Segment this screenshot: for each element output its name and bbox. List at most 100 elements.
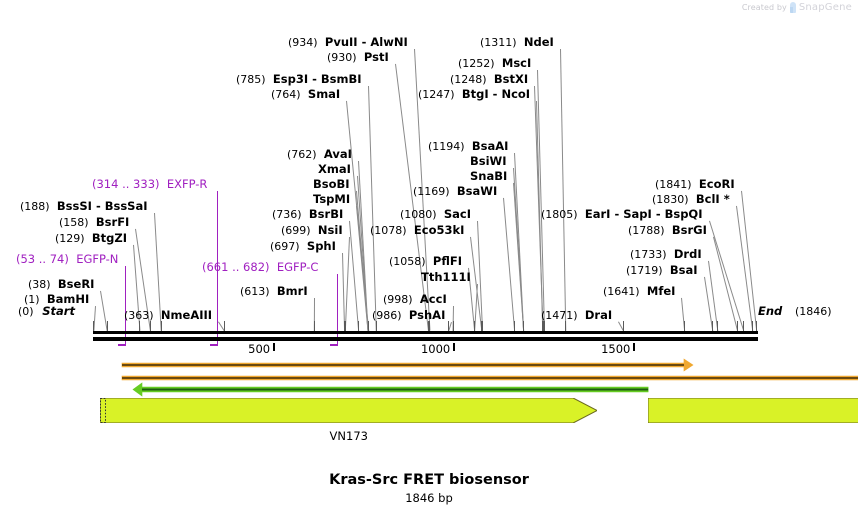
feature-orange-cds-2[interactable] (121, 375, 858, 381)
enzyme-name: DrdI (673, 247, 702, 261)
enzyme-position: (1058) (389, 255, 426, 268)
exfp-r-line (217, 191, 219, 345)
backbone-site-tick-bclistar (752, 321, 754, 331)
feature-ypet[interactable] (647, 398, 858, 423)
start-marker: (0) Start (18, 305, 75, 318)
feature-arrow-shape (647, 398, 858, 423)
backbone-site-tick-bseri (106, 321, 108, 331)
enzyme-name: BsrBI (308, 207, 344, 221)
enzyme-name: SacI (443, 207, 472, 221)
enzyme-label-pvuii-alwni: (934) PvuII - AlwNI (288, 36, 408, 49)
enzyme-position: (1194) (428, 140, 465, 153)
enzyme-label-psti: (930) PstI (327, 51, 389, 64)
feature-vn173[interactable] (100, 398, 598, 423)
enzyme-name: AccI (419, 292, 447, 306)
exfp-r-foot (210, 344, 218, 346)
enzyme-label-saci: (1080) SacI (400, 208, 471, 221)
enzyme-label-avai: (762) AvaI (287, 148, 352, 161)
egfp-n-line (125, 266, 127, 345)
backbone-site-tick-pshai (448, 321, 450, 331)
enzyme-name: NdeI (523, 35, 554, 49)
enzyme-name: BtgZI (91, 231, 128, 245)
enzyme-label-ecori: (1841) EcoRI (655, 178, 735, 191)
enzyme-label-bstxi: (1248) BstXI (450, 73, 528, 86)
enzyme-name: BclI * (695, 192, 730, 206)
enzyme-name-separator: - (357, 35, 371, 49)
enzyme-name: BseRI (57, 277, 95, 291)
enzyme-name: BsiWI (470, 154, 507, 168)
backbone-site-tick-sphi (344, 321, 346, 331)
backbone-site-tick-bsrgi (737, 321, 739, 331)
enzyme-name: BsrGI (671, 223, 707, 237)
enzyme-name: XmaI (318, 162, 351, 176)
page-title: Kras-Src FRET biosensor (329, 472, 529, 488)
ruler-tick-1000 (453, 343, 456, 351)
enzyme-label-eari-sapi-bspqi: (1805) EarI - SapI - BspQI (541, 208, 703, 221)
enzyme-name: SnaBI (470, 169, 508, 183)
backbone-site-tick-bamhi (93, 321, 95, 331)
feature-range: (314 .. 333) (92, 177, 160, 191)
enzyme-label-ndei: (1311) NdeI (480, 36, 554, 49)
backbone-site-tick-tth111i (474, 321, 476, 331)
enzyme-label-bamhi: (1) BamHI (24, 293, 89, 306)
backbone-site-tick-drai (622, 321, 624, 331)
enzyme-name: BsrFI (95, 215, 130, 229)
backbone-site-tick-snabi (523, 321, 525, 331)
enzyme-name: Esp3I (272, 72, 309, 86)
feature-orange-cds-1[interactable] (121, 358, 694, 372)
end-position: (1846) (794, 305, 832, 318)
backbone-site-tick-msci (544, 321, 546, 331)
enzyme-name: BstXI (493, 72, 529, 86)
backbone-site-tick-nmeaiii (223, 321, 225, 331)
enzyme-position: (699) (281, 224, 311, 237)
enzyme-position: (697) (270, 240, 300, 253)
enzyme-label-acci: (998) AccI (383, 293, 447, 306)
backbone-site-tick-bsai (712, 321, 714, 331)
enzyme-name: NmeAIII (160, 308, 213, 322)
enzyme-position: (363) (124, 309, 154, 322)
backbone-site-tick-acci (452, 321, 454, 331)
feature-label-vn173: VN173 (329, 429, 368, 443)
snapgene-logo-icon (789, 2, 796, 13)
enzyme-position: (1788) (628, 224, 665, 237)
feature-range: (53 .. 74) (16, 252, 69, 266)
enzyme-label-eco53ki: (1078) Eco53kI (370, 224, 464, 237)
backbone-site-tick-bsrbi (358, 321, 360, 331)
enzyme-name: BamHI (46, 292, 90, 306)
enzyme-name: NcoI (501, 87, 531, 101)
enzyme-label-esp3i-bsmbi: (785) Esp3I - BsmBI (236, 73, 362, 86)
enzyme-label-nsii: (699) NsiI (281, 224, 343, 237)
enzyme-position: (1733) (630, 248, 667, 261)
ruler-label-500: 500 (248, 342, 271, 356)
backbone-site-tick-eco53ki (481, 321, 483, 331)
enzyme-name: MfeI (646, 284, 676, 298)
backbone-site-tick-psti (428, 321, 430, 331)
feature-green-probe[interactable] (132, 382, 649, 397)
enzyme-name: BtgI (461, 87, 489, 101)
enzyme-position: (1252) (458, 57, 495, 70)
enzyme-position: (1841) (655, 178, 692, 191)
enzyme-label-bseri: (38) BseRI (28, 278, 94, 291)
enzyme-leader-ndei (560, 48, 567, 331)
watermark-prefix: Created by (741, 3, 787, 12)
backbone-site-tick-ecori (756, 321, 758, 331)
enzyme-name: BmrI (276, 284, 308, 298)
purple-feature-label-egfp-c: (661 .. 682) EGFP-C (202, 261, 318, 273)
enzyme-position: (998) (383, 293, 413, 306)
enzyme-label-bsiwi: BsiWI (470, 155, 507, 167)
backbone-site-tick-btgi-ncoi (542, 321, 544, 331)
enzyme-label-xmai: XmaI (318, 163, 351, 175)
enzyme-label-bsrfi: (158) BsrFI (59, 216, 129, 229)
enzyme-position: (158) (59, 216, 89, 229)
enzyme-label-btgzi: (129) BtgZI (55, 232, 127, 245)
enzyme-leader-snabi (513, 182, 525, 331)
enzyme-name: TspMI (313, 192, 351, 206)
enzyme-name: BspQI (664, 207, 703, 221)
ruler-tick-1500 (633, 343, 636, 351)
enzyme-name: MscI (501, 56, 532, 70)
enzyme-name: PflFI (432, 254, 462, 268)
ruler-tick-500 (273, 343, 276, 351)
enzyme-position: (1641) (603, 285, 640, 298)
enzyme-label-smai: (764) SmaI (271, 88, 340, 101)
backbone-site-tick-pvuii-alwni (429, 321, 431, 331)
